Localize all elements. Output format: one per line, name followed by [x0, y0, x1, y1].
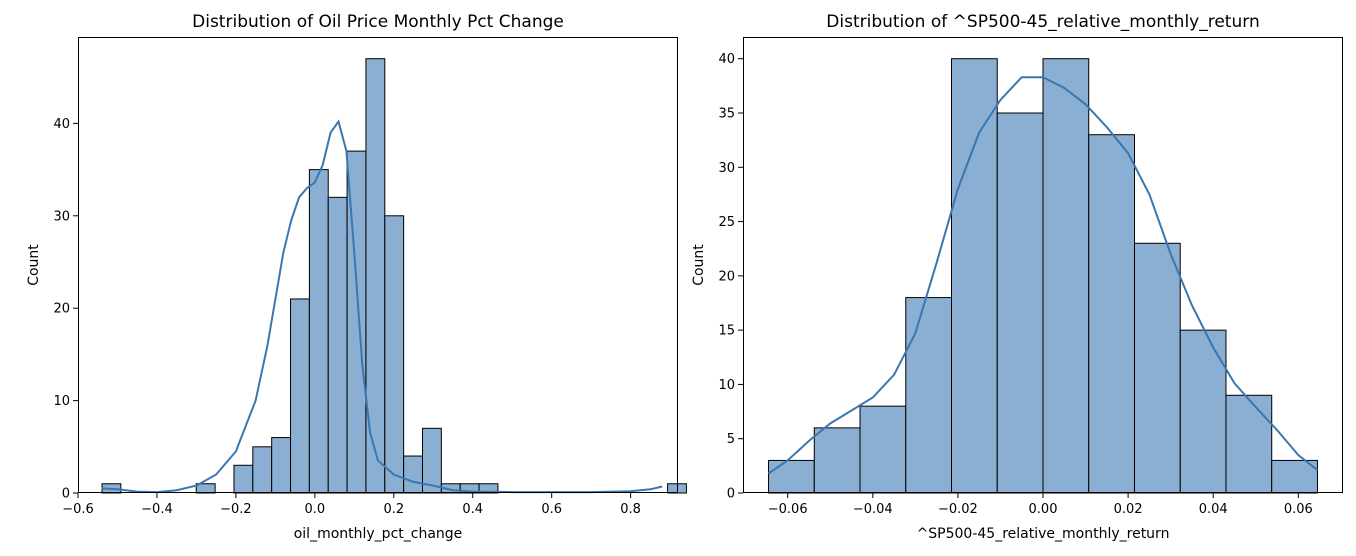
- histogram-bars: [101, 58, 687, 494]
- y-axis-label: Count: [26, 244, 42, 286]
- histogram-bars: [768, 58, 1318, 494]
- histogram-bar: [290, 298, 310, 494]
- y-tick-label: 10: [53, 394, 70, 409]
- x-axis-label: ^SP500-45_relative_monthly_return: [917, 526, 1170, 542]
- histogram-bar: [403, 455, 423, 494]
- chart-title: Distribution of ^SP500-45_relative_month…: [826, 12, 1259, 32]
- y-tick-label: 0: [62, 487, 70, 502]
- plot-frame: [743, 37, 1343, 493]
- histogram-bar: [996, 112, 1044, 494]
- y-tick-label: 20: [718, 269, 735, 284]
- y-tick-label: 10: [718, 378, 735, 393]
- y-tick-label: 35: [718, 107, 735, 122]
- x-tick-label: 0.8: [620, 502, 641, 517]
- histogram-bar: [859, 405, 907, 494]
- x-tick-label: −0.2: [220, 502, 252, 517]
- y-tick-label: 20: [53, 302, 70, 317]
- chart-sp500-relative-return: Distribution of ^SP500-45_relative_month…: [691, 12, 1343, 542]
- histogram-bar: [813, 427, 861, 494]
- y-tick-label: 5: [727, 432, 735, 447]
- histogram-bar: [1225, 394, 1273, 494]
- x-tick-label: 0.04: [1199, 502, 1228, 517]
- kde-curve: [767, 76, 1319, 475]
- histogram-bar: [252, 446, 273, 494]
- histogram-bar: [1133, 242, 1181, 494]
- x-axis-ticks: −0.6 −0.4 −0.2 0.0 0.2 0.4 0.6 0.8: [62, 493, 641, 517]
- histogram-bar: [1042, 58, 1090, 494]
- x-tick-label: 0.4: [462, 502, 483, 517]
- x-axis-ticks: −0.06 −0.04 −0.02 0.00 0.02 0.04 0.06: [768, 493, 1313, 517]
- x-tick-label: −0.04: [853, 502, 893, 517]
- x-tick-label: 0.00: [1029, 502, 1058, 517]
- x-tick-label: −0.4: [141, 502, 173, 517]
- histogram-bar: [327, 196, 348, 494]
- x-axis-label: oil_monthly_pct_change: [294, 526, 463, 542]
- histogram-bar: [1271, 459, 1318, 494]
- y-tick-label: 40: [718, 52, 735, 67]
- histogram-bar: [384, 215, 405, 494]
- y-axis-label: Count: [691, 244, 707, 286]
- histogram-bar: [1088, 134, 1135, 494]
- histogram-bar: [1179, 329, 1227, 494]
- histogram-bar: [233, 464, 254, 494]
- y-tick-label: 25: [718, 215, 735, 230]
- x-tick-label: 0.0: [304, 502, 325, 517]
- x-tick-label: −0.06: [768, 502, 808, 517]
- histogram-bar: [271, 437, 292, 494]
- kde-curve: [101, 119, 663, 494]
- histogram-bar: [951, 58, 998, 494]
- y-tick-label: 15: [718, 324, 735, 339]
- x-tick-label: −0.02: [938, 502, 978, 517]
- x-tick-label: 0.6: [541, 502, 562, 517]
- x-tick-label: 0.06: [1284, 502, 1313, 517]
- x-tick-label: −0.6: [62, 502, 94, 517]
- x-tick-label: 0.2: [383, 502, 404, 517]
- histogram-bar: [768, 459, 815, 494]
- histogram-bar: [308, 169, 329, 494]
- histogram-bar: [905, 297, 953, 494]
- y-axis-ticks: 0 10 20 30 40: [53, 117, 78, 502]
- chart-title: Distribution of Oil Price Monthly Pct Ch…: [192, 12, 564, 32]
- plot-frame: [78, 37, 678, 493]
- x-tick-label: 0.02: [1114, 502, 1143, 517]
- y-tick-label: 30: [53, 209, 70, 224]
- y-tick-label: 40: [53, 117, 70, 132]
- y-tick-label: 0: [727, 487, 735, 502]
- y-tick-label: 30: [718, 161, 735, 176]
- y-axis-ticks: 0 5 10 15 20 25 30 35 40: [718, 52, 743, 502]
- chart-oil-pct-change: Distribution of Oil Price Monthly Pct Ch…: [26, 12, 687, 542]
